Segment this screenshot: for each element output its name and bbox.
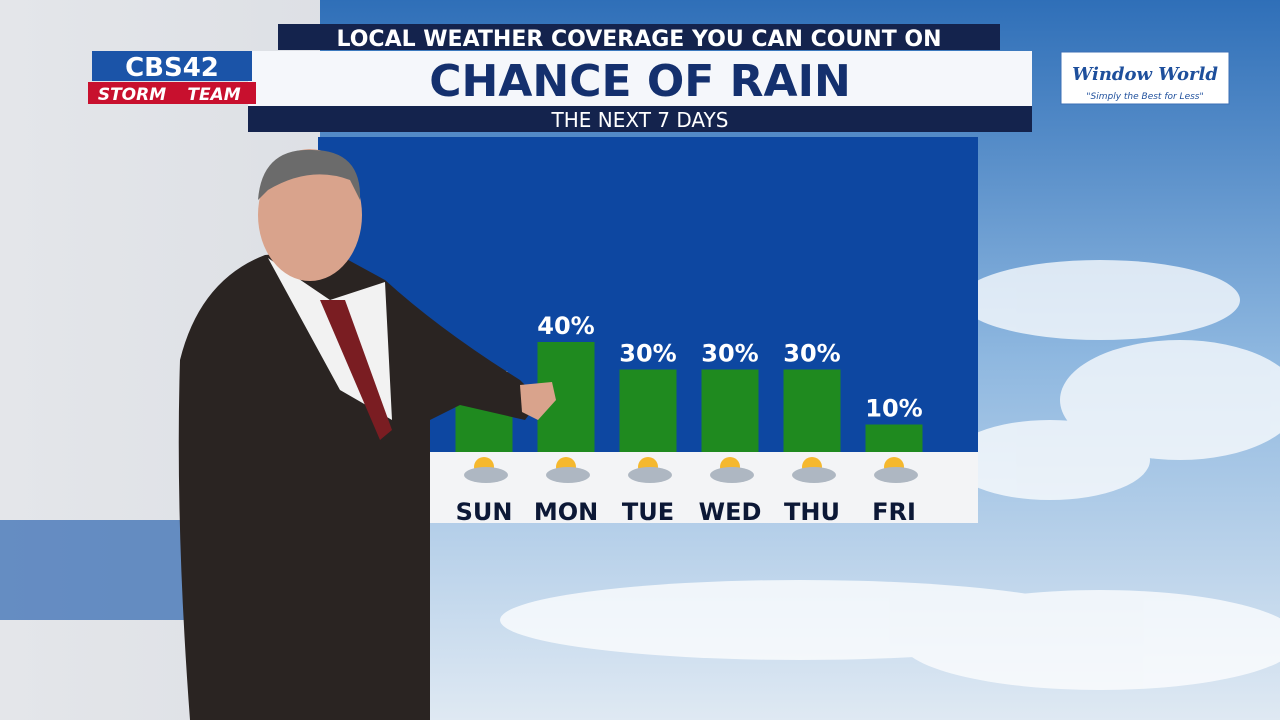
bar [783, 369, 841, 452]
weather-icon [546, 457, 590, 483]
subtitle-bar [248, 106, 1032, 132]
bar [865, 424, 923, 452]
sponsor-name: Window World [1072, 64, 1218, 85]
x-tick-label: SUN [456, 498, 513, 526]
value-label: 30% [619, 340, 676, 368]
weather-icon [792, 457, 836, 483]
cloud [874, 467, 918, 483]
station-name: CBS42 [125, 53, 219, 83]
x-tick-label: FRI [872, 498, 916, 526]
kicker: LOCAL WEATHER COVERAGE YOU CAN COUNT ON [337, 27, 942, 52]
sponsor-logo [1060, 51, 1230, 105]
presenter [178, 149, 556, 720]
cloud [792, 467, 836, 483]
weather-icon [464, 457, 508, 483]
chart-subtitle: THE NEXT 7 DAYS [551, 108, 729, 132]
value-label: 30% [783, 340, 840, 368]
team-right: TEAM [187, 85, 240, 105]
chart-title: CHANCE OF RAIN [429, 56, 851, 107]
clouds [500, 260, 1280, 690]
cloud [464, 467, 508, 483]
bar [701, 369, 759, 452]
bar [619, 369, 677, 452]
sponsor-tagline: "Simply the Best for Less" [1086, 92, 1203, 102]
team-left: STORM [98, 85, 166, 105]
kicker-bar [278, 24, 1000, 50]
value-label: 10% [865, 395, 922, 423]
x-tick-label: TUE [622, 498, 674, 526]
team-logo [88, 82, 256, 104]
value-label: 40% [537, 312, 594, 340]
x-tick-label: MON [534, 498, 598, 526]
value-label: 30% [701, 340, 758, 368]
station-logo [92, 51, 252, 81]
cloud [710, 467, 754, 483]
x-tick-label: WED [699, 498, 762, 526]
weather-icon [628, 457, 672, 483]
x-tick-label: THU [784, 498, 840, 526]
cloud [546, 467, 590, 483]
weather-icon [874, 457, 918, 483]
title-bar [248, 51, 1032, 106]
cloud [628, 467, 672, 483]
weather-icon [710, 457, 754, 483]
